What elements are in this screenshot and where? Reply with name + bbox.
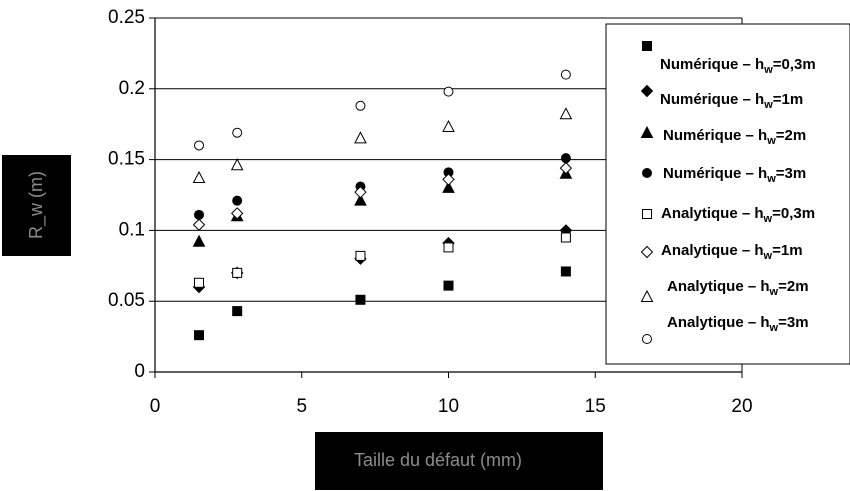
data-point [442,119,455,133]
legend-marker [642,41,652,51]
legend: Numérique – hw=0,3m Numérique – hw=1m Numé… [640,41,816,344]
legend-label: Analytique – hw=1m [661,242,803,262]
y-tick-label: 0.1 [119,219,145,240]
data-point [355,100,366,111]
data-point [443,86,454,97]
x-tick-label: 20 [731,396,752,417]
series-1 [194,266,571,341]
data-point [230,158,244,171]
x-axis-title-box [315,432,603,490]
y-tick-label: 0 [134,361,145,382]
data-points [192,69,573,341]
data-point [442,173,455,186]
legend-label: Numérique – hw=2m [663,127,806,147]
legend-label: Analytique – hw=2m [667,278,809,298]
data-point [560,232,571,243]
data-point [560,69,571,80]
data-point [355,294,366,305]
series-3 [192,166,573,247]
legend-label: Numérique – hw=3m [663,165,806,185]
data-point [354,131,367,144]
legend-entry: Analytique – hw=2m [640,278,809,302]
data-point [194,277,205,288]
data-point [192,234,206,247]
x-tick-label: 10 [438,396,459,417]
legend-marker [642,168,652,178]
y-tick-labels: 0 0.05 0.1 0.15 0.2 0.25 [108,7,145,382]
y-tick-label: 0.15 [108,149,145,170]
data-point [559,161,573,175]
data-point [560,153,571,164]
data-point [443,242,454,253]
series-4 [194,153,571,220]
data-point [192,170,206,184]
series-2 [192,224,573,294]
data-point [355,250,366,261]
legend-entry: Analytique – hw=3m [642,314,809,344]
legend-label: Analytique – hw=3m [667,314,809,334]
legend-marker [640,84,654,98]
data-point [354,185,367,199]
y-axis-title-box [2,155,71,256]
legend-label: Analytique – hw=0,3m [661,205,815,225]
x-tick-label: 5 [296,396,307,417]
series-5 [194,232,571,288]
data-point [232,127,243,138]
y-axis-title: R_w (m) [26,171,47,239]
data-point [194,209,205,220]
x-tick-labels: 0 5 10 15 20 [150,396,753,417]
x-axis-title: Taille du défaut (mm) [354,450,522,470]
data-point [230,207,244,220]
series-7 [192,107,573,184]
data-point [194,330,205,341]
legend-label: Numérique – hw=0,3m [660,56,816,76]
data-point [232,267,243,278]
x-tick-label: 0 [150,396,161,417]
series-8 [194,69,571,151]
data-point [232,306,243,317]
legend-box [605,23,850,365]
data-point [194,140,205,151]
data-point [443,280,454,291]
series-6 [192,161,573,231]
y-tick-label: 0.2 [119,78,145,99]
y-tick-label: 0.05 [108,290,145,311]
legend-entry: Numérique – hw=3m [642,165,806,185]
data-point [192,218,206,231]
data-point [559,107,573,120]
legend-entry: Numérique – hw=0,3m [642,41,816,76]
data-point [560,266,571,277]
legend-marker [640,245,654,259]
legend-label: Numérique – hw=1m [660,91,803,111]
legend-marker [640,125,654,138]
legend-entry: Numérique – hw=2m [640,125,806,147]
data-point [442,180,455,193]
legend-marker [642,334,652,344]
y-tick-label: 0.25 [108,7,145,28]
data-point [232,195,243,206]
data-point [354,193,367,206]
legend-entry: Analytique – hw=1m [640,242,803,262]
legend-marker [640,289,654,302]
x-tick-label: 15 [585,396,606,417]
legend-marker [642,209,652,219]
legend-entry: Numérique – hw=1m [640,84,803,111]
legend-entry: Analytique – hw=0,3m [642,205,815,225]
